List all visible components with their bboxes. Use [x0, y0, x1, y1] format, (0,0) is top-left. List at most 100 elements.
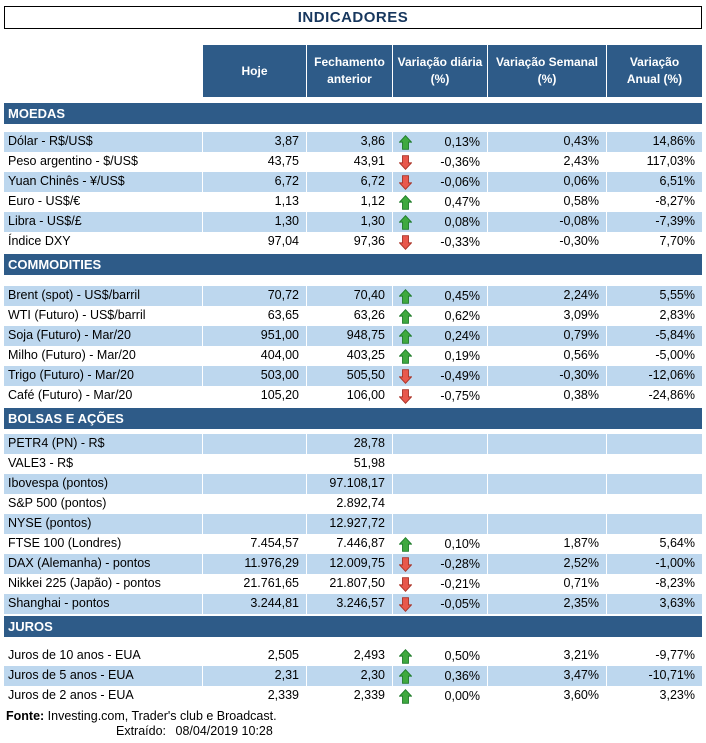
variacao-anual-value: -24,86% [648, 388, 695, 402]
fechamento-anterior-value: 505,50 [307, 366, 393, 386]
row-label: Juros de 5 anos - EUA [4, 666, 203, 686]
row-label: Peso argentino - $/US$ [4, 152, 203, 172]
table-row-bolsas-e-acoes: DAX (Alemanha) - pontos 11.976,29 12.009,7… [4, 554, 702, 574]
trend-none [399, 474, 412, 494]
section-header-bolsas-e-acoes: BOLSAS E AÇÕES [4, 408, 702, 429]
row-label: Juros de 10 anos - EUA [4, 646, 203, 666]
variacao-diaria-cell: -0,21% [393, 574, 488, 594]
row-label: VALE3 - R$ [4, 454, 203, 474]
variacao-diaria-cell: 0,00% [393, 686, 488, 706]
table-row-commodities: Trigo (Futuro) - Mar/20 503,00 505,50 -0,49… [4, 366, 702, 386]
table-row-bolsas-e-acoes: FTSE 100 (Londres) 7.454,57 7.446,87 0,10% 1… [4, 534, 702, 554]
row-label: Índice DXY [4, 232, 203, 252]
trend-up-arrow-icon [399, 306, 412, 326]
variacao-diaria-cell: 0,10% [393, 534, 488, 554]
column-header-variacao-anual: Variação Anual (%) [607, 45, 702, 97]
fechamento-anterior-value: 2,493 [307, 646, 393, 666]
variacao-semanal-value: 2,43% [488, 152, 607, 172]
fechamento-anterior-value: 3,86 [307, 132, 393, 152]
hoje-value: 2,339 [203, 686, 307, 706]
hoje-value: 21.761,65 [203, 574, 307, 594]
variacao-diaria-value: 0,62% [444, 308, 480, 323]
row-label: Brent (spot) - US$/barril [4, 286, 203, 306]
trend-up-arrow-icon [399, 346, 412, 366]
row-label: Yuan Chinês - ¥/US$ [4, 172, 203, 192]
hoje-value: 503,00 [203, 366, 307, 386]
variacao-diaria-cell [393, 514, 488, 534]
variacao-anual-value [607, 514, 702, 534]
variacao-semanal-value: 3,09% [488, 306, 607, 326]
row-label: PETR4 (PN) - R$ [4, 434, 203, 454]
variacao-diaria-value: 0,47% [444, 194, 480, 209]
variacao-semanal-value: -0,30% [488, 366, 607, 386]
fechamento-anterior-value: 12.009,75 [307, 554, 393, 574]
row-label: Shanghai - pontos [4, 594, 203, 614]
variacao-anual-value: -7,39% [655, 214, 695, 228]
table-row-commodities: Café (Futuro) - Mar/20 105,20 106,00 -0,75%… [4, 386, 702, 406]
variacao-diaria-cell: -0,06% [393, 172, 488, 192]
hoje-value [203, 514, 307, 534]
fechamento-anterior-value: 3.246,57 [307, 594, 393, 614]
hoje-value: 63,65 [203, 306, 307, 326]
fechamento-anterior-value: 97.108,17 [307, 474, 393, 494]
column-header-row: Hoje Fechamento anterior Variação diária… [4, 45, 702, 97]
variacao-diaria-cell: -0,33% [393, 232, 488, 252]
trend-up-arrow-icon [399, 686, 412, 706]
hoje-value: 105,20 [203, 386, 307, 406]
fechamento-anterior-value: 6,72 [307, 172, 393, 192]
variacao-anual-value [607, 454, 702, 474]
table-row-juros: Juros de 5 anos - EUA 2,31 2,30 0,36% 3,47% -… [4, 666, 702, 686]
hoje-value: 951,00 [203, 326, 307, 346]
trend-down-arrow-icon [399, 232, 412, 252]
variacao-anual-value: 7,70% [659, 234, 695, 248]
variacao-diaria-value: 0,00% [444, 688, 480, 703]
hoje-value [203, 494, 307, 514]
fechamento-anterior-value: 7.446,87 [307, 534, 393, 554]
table-row-moedas: Dólar - R$/US$ 3,87 3,86 0,13% 0,43% 14,86% [4, 132, 702, 152]
variacao-anual-value: 3,23% [659, 688, 695, 702]
section-header-commodities: COMMODITIES [4, 254, 702, 275]
table-row-bolsas-e-acoes: PETR4 (PN) - R$ 28,78 [4, 434, 702, 454]
hoje-value: 1,13 [203, 192, 307, 212]
variacao-diaria-cell: -0,36% [393, 152, 488, 172]
fechamento-anterior-value: 70,40 [307, 286, 393, 306]
row-label: DAX (Alemanha) - pontos [4, 554, 203, 574]
variacao-anual-value: -10,71% [648, 668, 695, 682]
variacao-diaria-value: 0,13% [444, 134, 480, 149]
variacao-semanal-value: 0,56% [488, 346, 607, 366]
table-row-moedas: Índice DXY 97,04 97,36 -0,33% -0,30% 7,70% [4, 232, 702, 252]
variacao-diaria-cell [393, 494, 488, 514]
variacao-diaria-cell [393, 454, 488, 474]
variacao-diaria-value: -0,06% [440, 174, 480, 189]
variacao-diaria-value: -0,33% [440, 234, 480, 249]
hoje-value: 2,505 [203, 646, 307, 666]
variacao-semanal-value: 0,71% [488, 574, 607, 594]
hoje-value: 43,75 [203, 152, 307, 172]
row-label: Nikkei 225 (Japão) - pontos [4, 574, 203, 594]
variacao-semanal-value: 0,58% [488, 192, 607, 212]
row-label: FTSE 100 (Londres) [4, 534, 203, 554]
trend-up-arrow-icon [399, 286, 412, 306]
row-label: WTI (Futuro) - US$/barril [4, 306, 203, 326]
row-label: Milho (Futuro) - Mar/20 [4, 346, 203, 366]
trend-down-arrow-icon [399, 386, 412, 406]
table-row-moedas: Peso argentino - $/US$ 43,75 43,91 -0,36% 2,… [4, 152, 702, 172]
hoje-value: 11.976,29 [203, 554, 307, 574]
variacao-diaria-value: -0,75% [440, 388, 480, 403]
fechamento-anterior-value: 97,36 [307, 232, 393, 252]
variacao-diaria-cell: 0,50% [393, 646, 488, 666]
page-title: INDICADORES [4, 6, 702, 29]
table-row-moedas: Libra - US$/£ 1,30 1,30 0,08% -0,08% -7,39% [4, 212, 702, 232]
variacao-diaria-cell: 0,45% [393, 286, 488, 306]
table-row-juros: Juros de 10 anos - EUA 2,505 2,493 0,50% 3,2… [4, 646, 702, 666]
row-label: NYSE (pontos) [4, 514, 203, 534]
fechamento-anterior-value: 63,26 [307, 306, 393, 326]
variacao-diaria-cell: 0,36% [393, 666, 488, 686]
variacao-semanal-value: 3,21% [488, 646, 607, 666]
variacao-diaria-value: 0,08% [444, 214, 480, 229]
row-label: Soja (Futuro) - Mar/20 [4, 326, 203, 346]
variacao-anual-value [607, 474, 702, 494]
variacao-diaria-cell: -0,05% [393, 594, 488, 614]
variacao-anual-value: -8,27% [655, 194, 695, 208]
variacao-anual-value: -12,06% [648, 368, 695, 382]
